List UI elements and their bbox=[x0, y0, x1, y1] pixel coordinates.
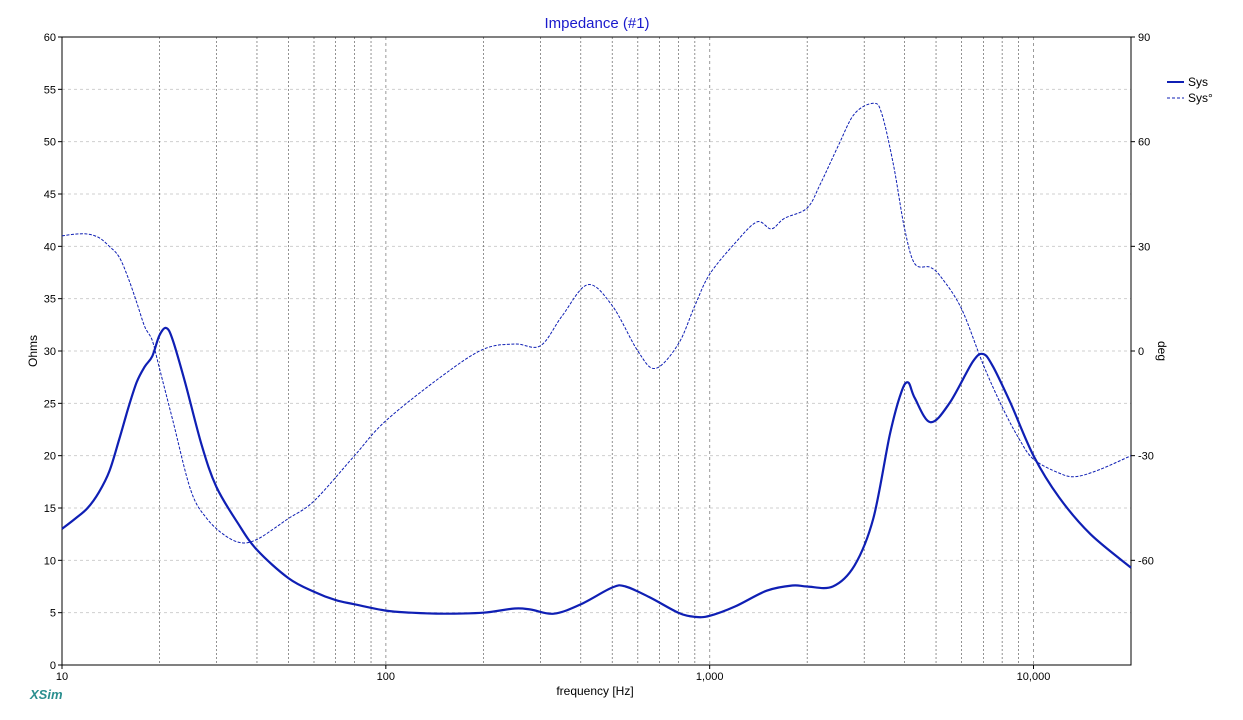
y-tick-label: 15 bbox=[44, 503, 56, 515]
x-tick-label: 10,000 bbox=[1017, 671, 1051, 683]
y2-tick-label: 0 bbox=[1138, 346, 1144, 358]
y2-tick-label: -60 bbox=[1138, 555, 1154, 567]
y-tick-label: 45 bbox=[44, 189, 56, 201]
chart-title: Impedance (#1) bbox=[544, 15, 649, 32]
y-tick-label: 10 bbox=[44, 555, 56, 567]
y-axis-label: Ohms bbox=[26, 335, 40, 367]
xsim-logo-text: XSim bbox=[29, 687, 63, 702]
y2-tick-label: 90 bbox=[1138, 32, 1150, 44]
x-axis-label: frequency [Hz] bbox=[556, 684, 633, 698]
y-tick-label: 20 bbox=[44, 451, 56, 463]
y-tick-label: 0 bbox=[50, 660, 56, 672]
y-tick-label: 40 bbox=[44, 241, 56, 253]
y2-tick-label: 60 bbox=[1138, 137, 1150, 149]
legend-label-sys-phase: Sys° bbox=[1188, 91, 1213, 105]
series-layer bbox=[61, 102, 1132, 619]
series-line-sys-impedance bbox=[61, 326, 1132, 619]
grid-layer bbox=[61, 36, 1132, 666]
y-tick-label: 25 bbox=[44, 398, 56, 410]
y2-axis-label: deg bbox=[1155, 341, 1169, 361]
y2-tick-label: -30 bbox=[1138, 451, 1154, 463]
x-tick-label: 10 bbox=[56, 671, 68, 683]
y-tick-label: 30 bbox=[44, 346, 56, 358]
legend-label-sys: Sys bbox=[1188, 75, 1208, 89]
x-tick-label: 100 bbox=[377, 671, 395, 683]
tick-layer: 0 5 10 15 20 25 30 35 40 45 50 55 60 -60 -30 0 30 60 90 10 1… bbox=[44, 32, 1154, 683]
y-tick-label: 60 bbox=[44, 32, 56, 44]
y-tick-label: 5 bbox=[50, 608, 56, 620]
y-tick-label: 55 bbox=[44, 84, 56, 96]
y-tick-label: 50 bbox=[44, 137, 56, 149]
series-line-sys-phase bbox=[61, 102, 1132, 544]
y2-tick-label: 30 bbox=[1138, 241, 1150, 253]
x-tick-label: 1,000 bbox=[696, 671, 724, 683]
legend: Sys Sys° bbox=[1167, 75, 1213, 105]
y-tick-label: 35 bbox=[44, 294, 56, 306]
